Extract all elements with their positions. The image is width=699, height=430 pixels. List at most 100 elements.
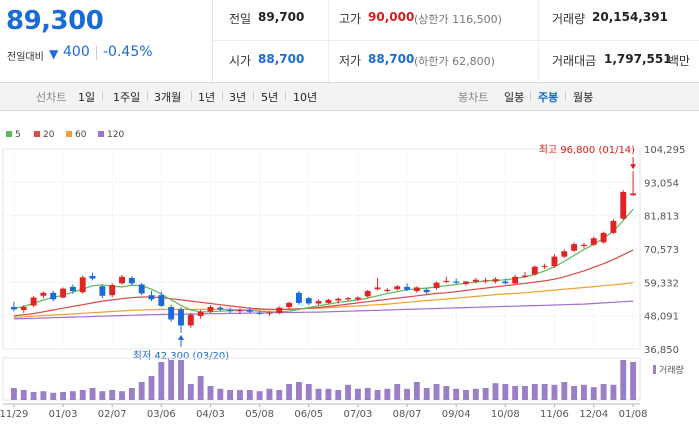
toolbar-separator (565, 91, 566, 101)
line-chart-label[interactable]: 선차트 (36, 91, 67, 104)
candle-body (600, 232, 607, 243)
legend-text: 120 (107, 130, 125, 140)
ma5-line (13, 208, 634, 313)
volume-bar (119, 391, 125, 400)
legend-swatch (6, 131, 12, 137)
ma120-line (13, 300, 634, 320)
volume-bar (551, 384, 558, 400)
volume-bar (168, 360, 175, 400)
legend-text: 60 (75, 130, 87, 140)
legend-text: 5 (15, 130, 21, 140)
trade-value-unit: 백만 (668, 54, 691, 68)
volume-bar (10, 388, 17, 400)
x-tick-label: 03/06 (147, 409, 176, 420)
x-tick-label: 07/03 (343, 409, 372, 420)
x-tick-label: 10/08 (491, 409, 520, 420)
change-value: 400 (63, 44, 90, 60)
volume-bar (158, 362, 165, 400)
volume-bar (295, 382, 302, 400)
period-1y[interactable]: 1년 (198, 91, 216, 104)
candle-body (148, 295, 155, 300)
candle-monthly[interactable]: 월봉 (573, 91, 594, 104)
candle-body (305, 298, 312, 304)
ma60-line (13, 282, 634, 318)
candle-body (315, 301, 322, 304)
legend-swatch (98, 131, 104, 137)
period-5y[interactable]: 5년 (261, 91, 279, 104)
candle-body (99, 286, 106, 296)
volume-bar (109, 390, 116, 400)
candle-body (561, 251, 568, 257)
candle-body (10, 307, 17, 310)
x-tick-label: 08/07 (393, 409, 422, 420)
volume-bar (394, 384, 401, 400)
low-annotation: 최저 42,300 (03/20) (133, 350, 229, 362)
volume-bar (89, 388, 96, 400)
candle-body (630, 193, 637, 196)
volume-bar (423, 388, 430, 400)
candle-chart-label[interactable]: 봉차트 (458, 91, 489, 104)
candle-body (197, 311, 204, 316)
candle-body (325, 299, 332, 303)
legend-swatch (66, 131, 72, 137)
x-tick-label: 01/03 (49, 409, 78, 420)
x-tick-label: 06/05 (294, 409, 323, 420)
x-tick-label: 12/04 (579, 409, 608, 420)
legend-ma20: 20 (34, 130, 54, 140)
volume-bar (590, 387, 597, 400)
candle-body (69, 286, 76, 292)
price-box: 89,300 전일대비 ▼ 400 -0.45% (0, 0, 213, 82)
toolbar-separator (102, 91, 103, 101)
candle-body (463, 281, 469, 284)
y-tick-label: 81,813 (644, 212, 679, 223)
volume-bar (217, 388, 224, 400)
candle-body (266, 312, 273, 314)
candle-body (50, 292, 57, 300)
candle-body (30, 297, 37, 306)
upper-limit: (상한가 116,500) (414, 13, 502, 26)
period-1d[interactable]: 1일 (78, 91, 96, 104)
volume-bar (561, 382, 568, 400)
candle-body (492, 279, 499, 282)
period-3y[interactable]: 3년 (229, 91, 247, 104)
candle-body (413, 287, 420, 292)
candle-body (571, 244, 578, 251)
candle-body (620, 191, 627, 219)
period-3m[interactable]: 3개월 (154, 91, 182, 104)
period-1w[interactable]: 1주일 (113, 91, 141, 104)
volume-bar (207, 386, 214, 400)
period-10y[interactable]: 10년 (293, 91, 318, 104)
candle-body (89, 275, 96, 279)
candle-body (354, 297, 361, 300)
candle-body (522, 275, 528, 277)
volume-bar (148, 376, 155, 400)
candle-body (453, 281, 460, 283)
candle-weekly[interactable]: 주봉 (538, 91, 559, 104)
volume-bar (600, 384, 607, 400)
change-label: 전일대비 (7, 52, 44, 63)
legend-text: 20 (43, 130, 55, 140)
volume-value: 20,154,391 (592, 10, 668, 24)
candle-body (472, 279, 479, 282)
volume-bar (197, 376, 204, 400)
low-label: 저가 (339, 54, 362, 68)
y-tick-label: 93,054 (644, 178, 679, 189)
candle-daily[interactable]: 일봉 (504, 91, 525, 104)
volume-bar (178, 360, 184, 400)
candle-body (109, 285, 116, 296)
volume-bar (99, 391, 106, 400)
volume-bar (30, 392, 37, 400)
candle-body (276, 307, 283, 313)
volume-bar (128, 388, 135, 400)
volume-bar (256, 391, 263, 400)
volume-bar (227, 390, 234, 400)
candle-body (256, 312, 263, 314)
volume-legend-label: 거래량 (659, 364, 684, 376)
candle-body (433, 282, 440, 289)
volume-bar (305, 384, 312, 400)
candle-body (531, 266, 538, 275)
candle-body (335, 298, 342, 301)
x-tick-label: 05/08 (245, 409, 274, 420)
volume-bar (502, 384, 509, 400)
x-tick-label: 11/06 (540, 409, 569, 420)
